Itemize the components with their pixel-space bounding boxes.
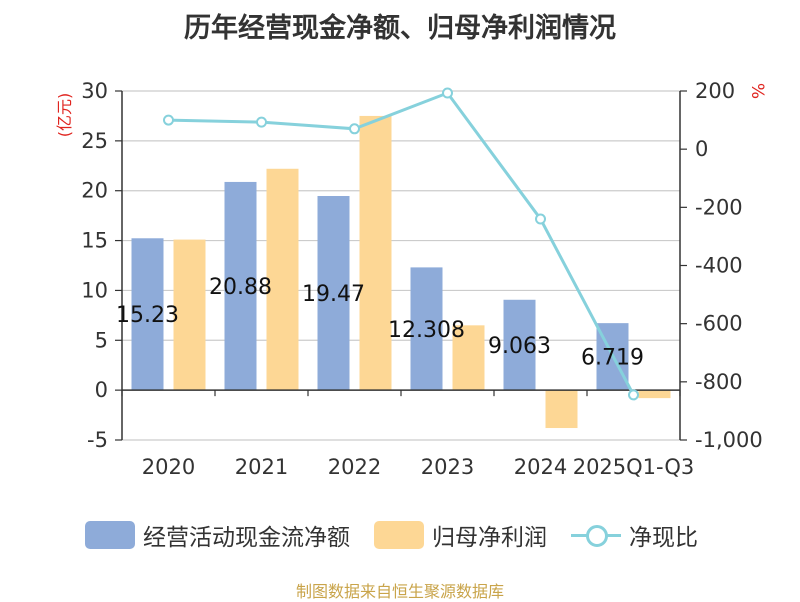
bar[interactable]	[638, 390, 671, 399]
legend-item-cashflow[interactable]: 经营活动现金流净额	[85, 518, 350, 552]
x-tick-label: 2021	[235, 455, 288, 479]
ratio-point[interactable]	[442, 87, 453, 99]
right-tick-label: -200	[695, 195, 743, 219]
right-tick-label: -1,000	[695, 428, 763, 452]
right-tick-label: 200	[695, 79, 735, 103]
right-tick-label: -600	[695, 312, 743, 336]
left-tick-label: 15	[81, 229, 108, 253]
bar[interactable]	[173, 239, 206, 391]
left-tick-label: 30	[81, 79, 108, 103]
bar[interactable]	[545, 390, 578, 429]
left-tick-label: 20	[81, 179, 108, 203]
legend-swatch-cashflow	[85, 521, 135, 549]
bar[interactable]	[359, 115, 392, 391]
bar-data-label: 15.23	[116, 303, 179, 328]
x-tick-label: 2023	[421, 455, 474, 479]
bar[interactable]	[410, 267, 443, 391]
x-tick-label: 2022	[328, 455, 381, 479]
legend-line-icon	[571, 521, 621, 549]
ratio-point[interactable]	[256, 116, 267, 128]
bar[interactable]	[503, 299, 536, 391]
bar[interactable]	[266, 168, 299, 391]
x-tick-label: 2020	[142, 455, 195, 479]
source-note: 制图数据来自恒生聚源数据库	[295, 582, 504, 601]
left-tick-label: 0	[95, 378, 108, 402]
ratio-line	[168, 91, 635, 396]
ratio-point[interactable]	[628, 389, 639, 401]
bar[interactable]	[224, 181, 257, 391]
bar[interactable]	[317, 195, 350, 391]
bar-data-label: 9.063	[488, 334, 551, 359]
right-tick-label: 0	[695, 137, 708, 161]
bar-data-label: 6.719	[581, 346, 644, 371]
legend-item-profit[interactable]: 归母净利润	[374, 518, 547, 552]
legend: 经营活动现金流净额 归母净利润 净现比	[85, 518, 722, 552]
left-tick-label: 5	[95, 328, 108, 352]
chart-title: 历年经营现金净额、归母净利润情况	[184, 13, 616, 44]
x-tick-label: 2024	[514, 455, 567, 479]
left-axis-title: (亿元)	[55, 93, 74, 138]
ratio-point[interactable]	[349, 123, 360, 135]
legend-item-ratio[interactable]: 净现比	[571, 518, 698, 552]
right-tick-label: -800	[695, 370, 743, 394]
legend-label-cashflow: 经营活动现金流净额	[143, 525, 350, 551]
bar-data-label: 20.88	[209, 275, 272, 300]
left-tick-label: -5	[87, 428, 108, 452]
ratio-point[interactable]	[535, 213, 546, 225]
legend-label-ratio: 净现比	[629, 525, 698, 551]
ratio-point[interactable]	[163, 114, 174, 126]
bar-data-label: 12.308	[388, 318, 465, 343]
legend-label-profit: 归母净利润	[432, 525, 547, 551]
legend-swatch-profit	[374, 521, 424, 549]
left-tick-label: 25	[81, 129, 108, 153]
bar-data-label: 19.47	[302, 282, 365, 307]
right-axis-title: %	[747, 83, 767, 99]
x-tick-label: 2025Q1-Q3	[573, 455, 695, 479]
bar[interactable]	[131, 238, 164, 391]
left-tick-label: 10	[81, 278, 108, 302]
right-tick-label: -400	[695, 254, 743, 278]
bar[interactable]	[452, 325, 485, 391]
